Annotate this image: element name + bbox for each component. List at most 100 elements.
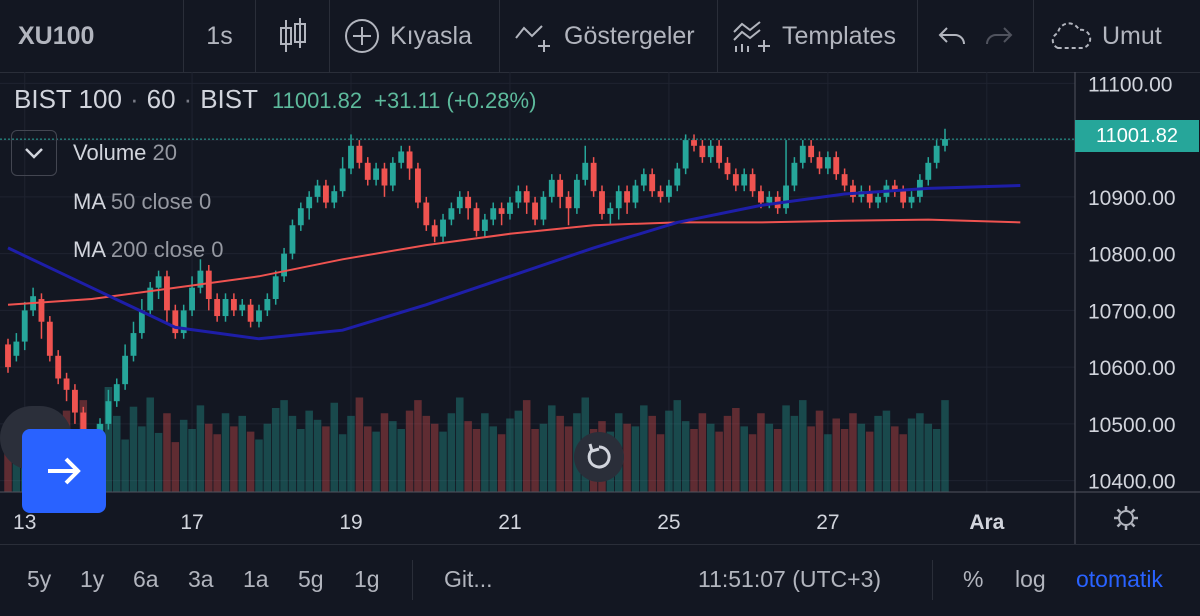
candle-body xyxy=(122,355,129,385)
volume-bar xyxy=(899,434,907,492)
volume-bar xyxy=(656,434,665,492)
symbol-button[interactable]: XU100 xyxy=(0,0,184,72)
candle-body xyxy=(256,310,262,322)
volume-bar xyxy=(389,421,397,492)
volume-bar xyxy=(690,429,698,492)
candle-body xyxy=(80,412,87,436)
volume-bar xyxy=(472,429,481,492)
candle-body xyxy=(356,145,363,163)
candle-body xyxy=(373,168,380,180)
templates-button[interactable]: Templates xyxy=(718,0,918,72)
volume-bar xyxy=(531,429,539,492)
indicators-button[interactable]: Göstergeler xyxy=(500,0,718,72)
candle-body xyxy=(415,168,421,203)
compare-button[interactable]: Kıyasla xyxy=(330,0,500,72)
templates-icon xyxy=(733,21,770,52)
candle-body xyxy=(565,196,572,209)
range-6a[interactable]: 6a xyxy=(133,566,159,592)
candle-body xyxy=(189,287,195,311)
volume-bar xyxy=(891,426,899,492)
volume-bar xyxy=(673,400,682,492)
candle-body xyxy=(841,174,848,186)
candle-body xyxy=(164,276,170,311)
volume-bar xyxy=(924,423,933,492)
volume-bar xyxy=(748,434,757,492)
indicator-volume[interactable]: Volume 20 xyxy=(73,140,177,166)
volume-bar xyxy=(154,432,163,492)
volume-bar xyxy=(221,413,230,492)
collapse-legend-button[interactable] xyxy=(11,130,57,176)
range-1y[interactable]: 1y xyxy=(80,566,105,592)
volume-bar xyxy=(732,408,740,492)
range-1a[interactable]: 1a xyxy=(243,566,269,592)
volume-bar xyxy=(832,418,841,492)
volume-bar xyxy=(916,413,924,492)
indicator-params: 20 xyxy=(152,140,177,165)
chart-type-button[interactable] xyxy=(256,0,330,72)
candle-body xyxy=(21,310,28,342)
chart-settings-button[interactable] xyxy=(1112,504,1140,537)
candle-body xyxy=(866,191,873,203)
undo-redo-group xyxy=(918,0,1034,72)
candle-body xyxy=(147,287,154,311)
volume-bar xyxy=(405,410,414,492)
legend-name: BIST 100 xyxy=(14,84,122,114)
volume-bar xyxy=(815,410,824,492)
reset-chart-button[interactable] xyxy=(574,432,624,482)
percent-toggle[interactable]: % xyxy=(963,566,984,592)
candle-body xyxy=(791,162,798,186)
candle-body xyxy=(130,333,137,356)
clock-timezone[interactable]: 11:51:07 (UTC+3) xyxy=(698,566,882,592)
candle-body xyxy=(398,151,405,163)
candle-body xyxy=(933,145,940,163)
volume-bar xyxy=(782,405,790,492)
candle-body xyxy=(172,310,179,334)
ma50-line xyxy=(7,184,1021,341)
indicator-name: MA xyxy=(73,237,105,262)
volume-bar xyxy=(715,431,723,492)
auto-toggle[interactable]: otomatik xyxy=(1076,566,1163,592)
volume-bar xyxy=(263,423,272,492)
range-1g[interactable]: 1g xyxy=(354,566,380,592)
undo-icon[interactable] xyxy=(937,24,967,48)
volume-bar xyxy=(439,431,447,492)
candle-body xyxy=(724,162,731,175)
candle-body xyxy=(289,225,296,254)
volume-bar xyxy=(338,434,347,492)
volume-bar xyxy=(941,400,949,492)
volume-bar xyxy=(556,415,564,492)
interval-button[interactable]: 1s xyxy=(184,0,256,72)
volume-bar xyxy=(112,415,121,492)
candle-body xyxy=(180,310,187,334)
candle-body xyxy=(507,202,513,214)
volume-bar xyxy=(171,442,180,492)
candle-body xyxy=(72,389,78,413)
volume-bar xyxy=(640,405,648,492)
volume-bar xyxy=(138,426,146,492)
volume-bar xyxy=(882,410,891,492)
candle-body xyxy=(640,174,647,186)
volume-bar xyxy=(807,426,815,492)
volume-bar xyxy=(698,413,707,492)
range-3a[interactable]: 3a xyxy=(188,566,214,592)
time-tick-label: 17 xyxy=(180,511,203,534)
log-toggle[interactable]: log xyxy=(1015,566,1046,592)
account-button[interactable]: Umut xyxy=(1034,0,1190,72)
redo-icon[interactable] xyxy=(984,24,1014,48)
time-axis: 13 17 19 21 25 27 Ara xyxy=(13,511,1005,534)
goto-button[interactable]: Git... xyxy=(444,566,493,592)
volume-bar xyxy=(230,426,238,492)
volume-bar xyxy=(773,429,782,492)
candle-body xyxy=(381,168,388,186)
volume-bar xyxy=(121,439,129,492)
volume-bar xyxy=(104,387,113,492)
candle-body xyxy=(46,321,53,356)
range-5g[interactable]: 5g xyxy=(298,566,324,592)
legend-interval: 60 xyxy=(146,84,176,114)
candle-body xyxy=(322,185,329,203)
scroll-to-realtime-button[interactable] xyxy=(22,429,106,513)
candle-body xyxy=(138,310,145,334)
indicator-ma50[interactable]: MA 50 close 0 xyxy=(73,189,211,215)
indicator-ma200[interactable]: MA 200 close 0 xyxy=(73,237,223,263)
range-5y[interactable]: 5y xyxy=(27,566,52,592)
